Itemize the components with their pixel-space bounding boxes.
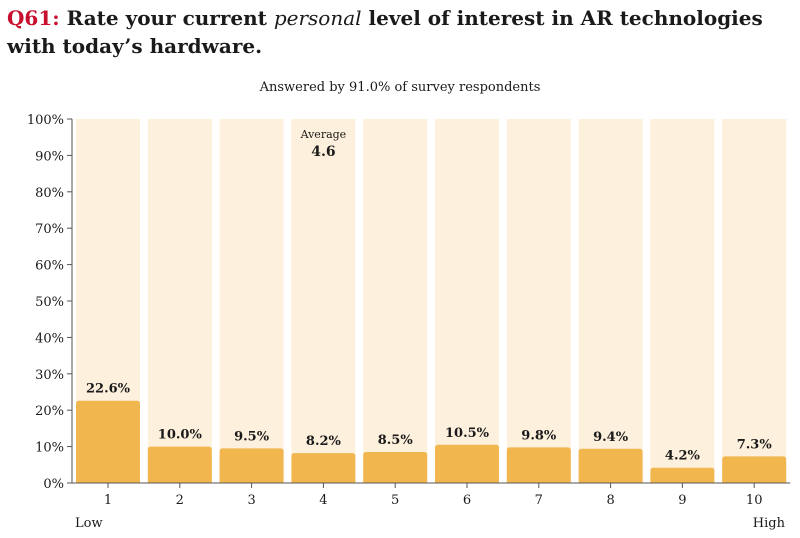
x-tick-label: 8 [606, 493, 614, 508]
bar-8 [578, 448, 643, 483]
data-label: 9.8% [521, 428, 557, 443]
x-tick-label: 10 [746, 493, 763, 508]
x-end-label-low: Low [75, 516, 103, 531]
data-label: 9.5% [234, 429, 270, 444]
background-column-8 [578, 119, 643, 483]
background-column-2 [147, 119, 212, 483]
x-tick-label: 7 [535, 493, 543, 508]
x-tick-label: 9 [678, 493, 686, 508]
data-label: 10.0% [158, 428, 203, 443]
background-column-5 [363, 119, 428, 483]
data-label: 8.5% [378, 433, 414, 448]
data-label: 7.3% [737, 437, 773, 452]
background-column-3 [219, 119, 284, 483]
y-tick-label: 50% [35, 295, 64, 310]
y-tick-label: 60% [35, 259, 64, 274]
x-tick-label: 6 [463, 493, 471, 508]
data-label: 10.5% [445, 426, 490, 441]
bar-1 [76, 400, 140, 483]
bar-6 [435, 444, 499, 483]
bar-10 [722, 456, 787, 483]
data-label: 9.4% [593, 430, 629, 445]
background-column-6 [435, 119, 499, 483]
background-column-7 [506, 119, 571, 483]
y-tick-label: 90% [35, 149, 64, 164]
bar-7 [506, 447, 571, 483]
x-tick-label: 1 [104, 493, 112, 508]
background-column-9 [650, 119, 715, 483]
data-label: 4.2% [665, 449, 701, 464]
y-tick-label: 30% [35, 368, 64, 383]
x-tick-label: 2 [176, 493, 184, 508]
bar-2 [147, 446, 212, 483]
x-tick-label: 4 [319, 493, 327, 508]
average-label: Average [300, 128, 347, 141]
bar-5 [363, 452, 428, 483]
chart-title: Q61: Rate your current personal level of… [7, 4, 793, 60]
question-number: Q61: [7, 6, 60, 30]
title-text-end: level of interest in AR technologies wit… [7, 6, 763, 58]
y-tick-label: 0% [43, 477, 64, 492]
x-tick-label: 5 [391, 493, 399, 508]
background-column-4 [291, 119, 356, 483]
title-text-start: Rate your current [66, 6, 267, 30]
average-value: 4.6 [311, 144, 335, 160]
data-label: 22.6% [86, 382, 131, 397]
y-tick-label: 100% [27, 113, 64, 128]
y-tick-label: 70% [35, 222, 64, 237]
y-tick-label: 20% [35, 404, 64, 419]
data-label: 8.2% [306, 434, 342, 449]
y-tick-label: 80% [35, 186, 64, 201]
x-end-label-high: High [753, 516, 786, 531]
y-tick-label: 40% [35, 331, 64, 346]
x-tick-label: 3 [247, 493, 255, 508]
title-text-emphasis: personal [273, 6, 362, 30]
background-column-10 [722, 119, 787, 483]
bar-4 [291, 453, 356, 483]
chart-subtitle: Answered by 91.0% of survey respondents [259, 80, 541, 95]
bar-3 [219, 448, 284, 483]
y-tick-label: 10% [35, 441, 64, 456]
bar-9 [650, 467, 715, 483]
